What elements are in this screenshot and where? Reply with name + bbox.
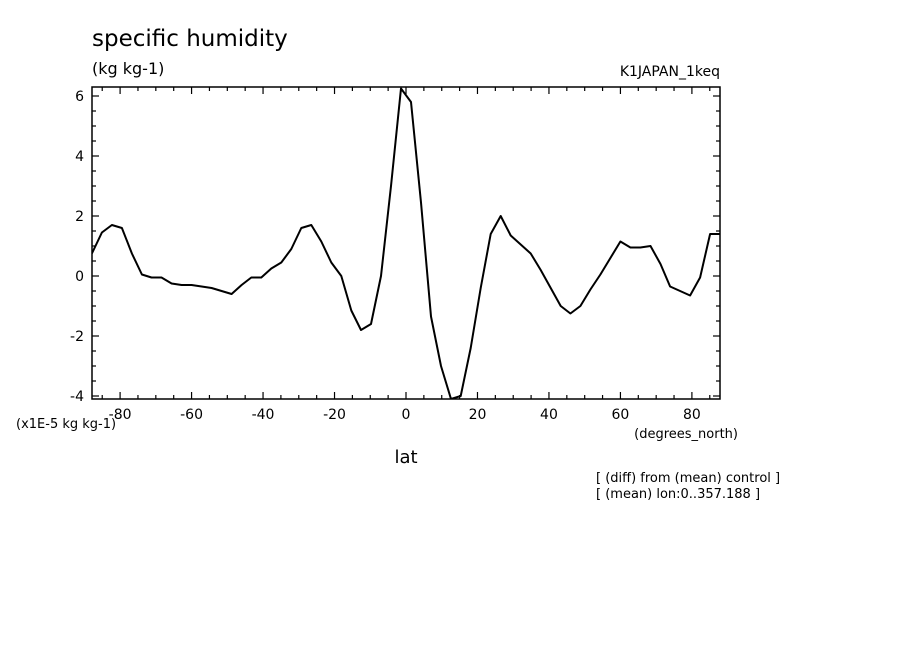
y-tick-label: 2 [75,209,84,225]
y-tick-label: -4 [70,389,84,405]
experiment-label: K1JAPAN_1keq [620,64,720,80]
x-tick-label: -80 [109,407,132,423]
x-units-label: (degrees_north) [634,427,738,442]
plot-frame [91,86,721,400]
note-line-1: [ (diff) from (mean) control ] [596,471,780,486]
note-line-2: [ (mean) lon:0..357.188 ] [596,487,760,502]
plot-axes [91,86,721,400]
chart-title: specific humidity [92,26,288,52]
x-tick-label: 60 [612,407,630,423]
x-tick-label: -60 [180,407,203,423]
x-tick-label: -20 [323,407,346,423]
y-tick-label: 6 [75,89,84,105]
tick-marks [92,87,720,399]
x-tick-label: 20 [469,407,487,423]
series-layer [92,87,720,399]
x-tick-label: -40 [252,407,275,423]
y-tick-label: 4 [75,149,84,165]
x-axis-label: lat [394,447,417,468]
y-tick-label: -2 [70,329,84,345]
x-tick-label: 0 [402,407,411,423]
y-scale-label: (x1E-5 kg kg-1) [16,417,116,432]
y-tick-label: 0 [75,269,84,285]
x-tick-label: 40 [540,407,558,423]
series-line [92,87,720,399]
units-label: (kg kg-1) [92,59,164,78]
x-tick-label: 80 [683,407,701,423]
